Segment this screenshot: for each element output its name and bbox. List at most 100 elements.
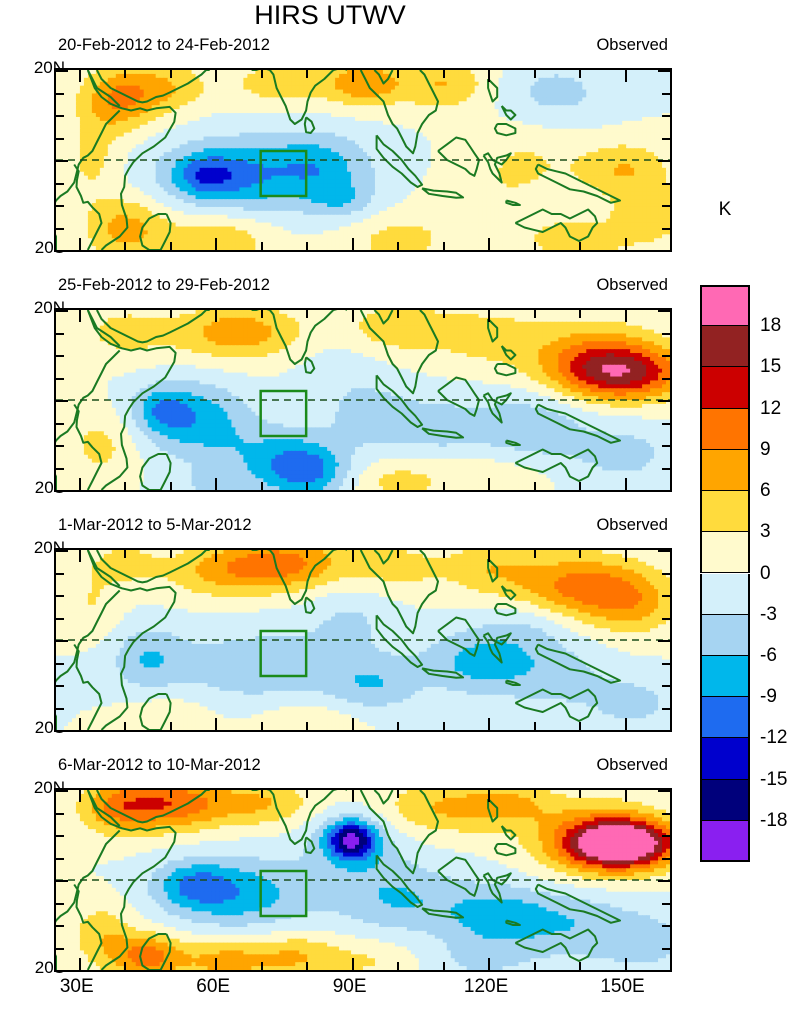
x-tick-mark (169, 70, 172, 78)
y-tick-mark (56, 925, 64, 927)
x-tick-mark (78, 70, 81, 82)
x-tick-mark (306, 722, 309, 730)
y-tick-mark (662, 422, 670, 425)
colorbar-band (700, 573, 750, 615)
anomaly-field (56, 790, 670, 970)
y-tick-mark (56, 572, 64, 575)
figure-title: HIRS UTWV (0, 0, 660, 31)
y-tick-mark (662, 925, 670, 927)
x-tick-mark (215, 550, 218, 562)
study-region-box (259, 389, 308, 438)
x-tick-mark (533, 550, 536, 558)
x-tick-mark (670, 482, 672, 490)
x-axis-tick-label: 60E (196, 976, 230, 998)
y-tick-mark (56, 377, 64, 380)
panel-2-source: Observed (596, 276, 668, 295)
x-tick-mark (442, 550, 445, 558)
x-tick-mark (306, 790, 309, 798)
y-tick-mark (658, 880, 670, 882)
y-tick-mark (662, 857, 670, 860)
colorbar-tick-label: -15 (760, 769, 787, 791)
colorbar-band (700, 449, 750, 492)
x-tick-mark (169, 242, 172, 250)
study-region-box (259, 629, 308, 678)
x-tick-mark (624, 790, 627, 802)
y-tick-mark (56, 137, 64, 140)
x-tick-mark (306, 962, 309, 970)
y-tick-mark (662, 835, 670, 837)
x-tick-mark (169, 722, 172, 730)
x-tick-mark (670, 242, 672, 250)
x-tick-mark (533, 962, 536, 970)
x-tick-mark (215, 478, 218, 490)
y-tick-mark (56, 685, 64, 687)
y-tick-mark (56, 880, 68, 882)
x-tick-mark (124, 70, 127, 78)
x-tick-mark (124, 550, 127, 558)
colorbar-tick-label: 15 (760, 356, 781, 378)
x-tick-mark (169, 790, 172, 798)
x-tick-mark (579, 310, 582, 318)
panel-4-map-canvas (56, 790, 670, 970)
anomaly-field (56, 70, 670, 250)
x-tick-mark (397, 310, 400, 318)
y-tick-mark (56, 355, 64, 357)
panel-1-date-range: 20-Feb-2012 to 24-Feb-2012 (58, 36, 270, 55)
colorbar-unit-label: K (700, 199, 750, 221)
y-tick-mark (56, 707, 64, 710)
x-tick-mark (670, 310, 672, 318)
x-tick-mark (169, 550, 172, 558)
y-tick-mark (658, 250, 670, 252)
coastlines (56, 310, 621, 490)
x-tick-mark (351, 550, 354, 562)
colorbar-tick-label: 6 (760, 480, 771, 502)
y-tick-mark (658, 310, 670, 312)
y-tick-mark (56, 595, 64, 597)
map-panel-4[interactable] (54, 788, 672, 972)
x-tick-mark (124, 242, 127, 250)
y-tick-mark (56, 730, 68, 732)
colorbar[interactable] (700, 285, 750, 862)
x-tick-mark (78, 238, 81, 250)
y-tick-mark (56, 70, 68, 72)
x-tick-mark (397, 722, 400, 730)
panel-1-source: Observed (596, 36, 668, 55)
map-panel-3[interactable] (54, 548, 672, 732)
anomaly-field (56, 550, 670, 730)
x-tick-mark (124, 962, 127, 970)
x-tick-mark (260, 550, 263, 558)
x-tick-mark (624, 958, 627, 970)
colorbar-band (700, 408, 750, 450)
y-tick-mark (662, 377, 670, 380)
x-tick-mark (624, 550, 627, 562)
y-tick-mark (658, 790, 670, 792)
x-tick-mark (397, 242, 400, 250)
x-tick-mark (351, 238, 354, 250)
x-tick-mark (124, 482, 127, 490)
y-tick-mark (658, 640, 670, 642)
x-tick-mark (260, 722, 263, 730)
map-panel-1[interactable] (54, 68, 672, 252)
colorbar-band (700, 779, 750, 821)
x-tick-mark (78, 550, 81, 562)
x-tick-mark (260, 790, 263, 798)
x-tick-mark (397, 790, 400, 798)
x-tick-mark (351, 310, 354, 322)
x-tick-mark (579, 722, 582, 730)
panel-4-date-range: 6-Mar-2012 to 10-Mar-2012 (58, 756, 261, 775)
y-tick-mark (56, 857, 64, 860)
map-panel-2[interactable] (54, 308, 672, 492)
x-tick-mark (670, 550, 672, 558)
panel-3-map-canvas (56, 550, 670, 730)
y-tick-mark (56, 250, 68, 252)
colorbar-tick-label: -18 (760, 810, 787, 832)
y-tick-mark (658, 400, 670, 402)
x-tick-mark (215, 790, 218, 802)
y-tick-mark (662, 617, 670, 620)
x-axis-tick-label: 90E (333, 976, 367, 998)
x-tick-mark (78, 478, 81, 490)
x-tick-mark (533, 310, 536, 318)
x-tick-mark (260, 242, 263, 250)
x-tick-mark (351, 958, 354, 970)
x-tick-mark (442, 790, 445, 798)
